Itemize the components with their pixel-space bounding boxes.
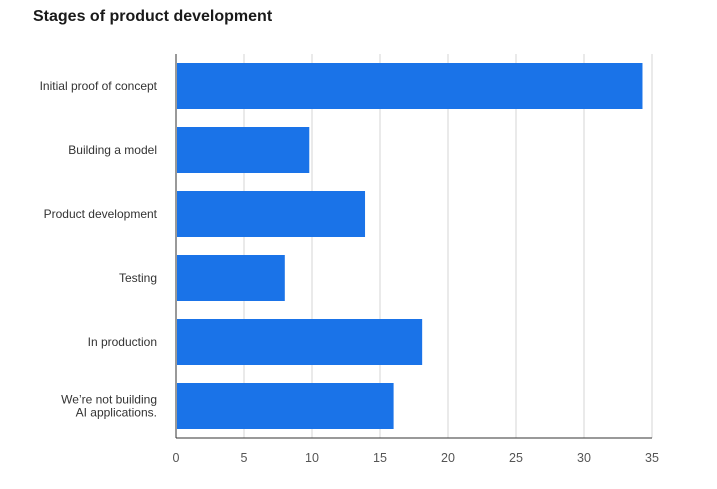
bar: [177, 63, 643, 109]
x-tick-label: 10: [305, 451, 319, 465]
bars: [177, 63, 643, 429]
bar: [177, 127, 310, 173]
gridlines: [243, 54, 653, 438]
bar: [177, 383, 394, 429]
x-tick-label: 0: [173, 451, 180, 465]
x-tick-label: 25: [509, 451, 523, 465]
x-tick-labels: 0 5 10 15 20 25 30 35: [173, 451, 659, 465]
x-tick-label: 20: [441, 451, 455, 465]
x-tick-label: 30: [577, 451, 591, 465]
bar: [177, 191, 366, 237]
x-tick-label: 5: [241, 451, 248, 465]
category-label: Testing: [119, 271, 157, 285]
axes: [175, 54, 652, 439]
category-label: Initial proof of concept: [40, 79, 158, 93]
category-labels: Initial proof of concept Building a model…: [40, 79, 158, 420]
chart-title: Stages of product development: [33, 8, 273, 25]
category-label: Building a model: [68, 143, 157, 157]
bar: [177, 319, 423, 365]
bar: [177, 255, 285, 301]
x-tick-label: 35: [645, 451, 659, 465]
category-label: Product development: [44, 207, 158, 221]
x-tick-label: 15: [373, 451, 387, 465]
category-label: We’re not building AI applications.: [61, 393, 157, 420]
category-label: In production: [88, 335, 157, 349]
